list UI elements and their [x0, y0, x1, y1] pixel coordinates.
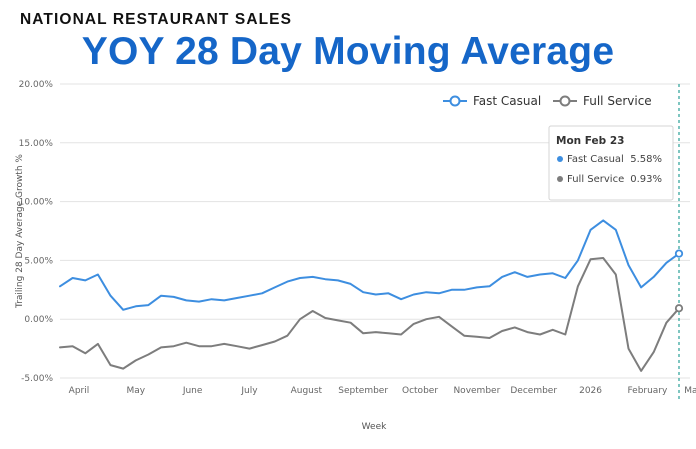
legend-label: Fast Casual [473, 94, 541, 108]
y-tick-label: 0.00% [24, 315, 53, 325]
x-tick-label: July [240, 386, 258, 396]
tooltip-series-name: Fast Casual [567, 154, 624, 165]
x-tick-label: February [627, 386, 668, 396]
x-tick-label: March [684, 386, 696, 396]
tooltip-dot [557, 156, 563, 162]
tooltip-series-name: Full Service [567, 174, 624, 185]
legend-full-service: Full Service [553, 94, 652, 108]
y-tick-label: 15.00% [19, 139, 54, 149]
series-line-fast-casual [59, 219, 680, 311]
y-tick-label: 20.00% [19, 80, 54, 90]
x-axis-label: Week [362, 422, 387, 432]
x-tick-label: April [69, 386, 90, 396]
y-tick-label: 10.00% [19, 198, 54, 208]
legend-fast-casual: Fast Casual [443, 94, 541, 108]
end-marker-full-service [674, 304, 684, 313]
x-tick-label: May [126, 386, 145, 396]
kicker-title: NATIONAL RESTAURANT SALES [20, 11, 293, 28]
x-tick-label: October [402, 386, 438, 396]
tooltip-title: Mon Feb 23 [556, 135, 624, 147]
y-axis-label: Trailing 28 Day Average Growth % [15, 154, 25, 309]
x-tick-label: June [182, 386, 203, 396]
tooltip: Mon Feb 23 Fast Casual 5.58% Full Service 0.… [548, 125, 674, 201]
x-tick-label: September [338, 386, 388, 396]
series-line-full-service [59, 257, 680, 372]
legend-swatch-marker [559, 95, 571, 107]
tooltip-series-value: 5.58% [630, 154, 662, 165]
x-tick-label: December [510, 386, 557, 396]
tooltip-box [548, 125, 674, 201]
tooltip-dot [557, 176, 563, 182]
y-tick-label: 5.00% [24, 256, 53, 266]
x-tick-label: August [291, 386, 323, 396]
chart-headline: YOY 28 Day Moving Average [81, 30, 615, 73]
tooltip-series-value: 0.93% [630, 174, 662, 185]
x-tick-label: November [453, 386, 500, 396]
y-tick-label: -5.00% [21, 374, 53, 384]
x-tick-label: 2026 [579, 386, 602, 396]
legend-swatch-marker [449, 95, 461, 107]
legend-label: Full Service [583, 94, 652, 108]
end-marker-fast-casual [674, 249, 684, 258]
